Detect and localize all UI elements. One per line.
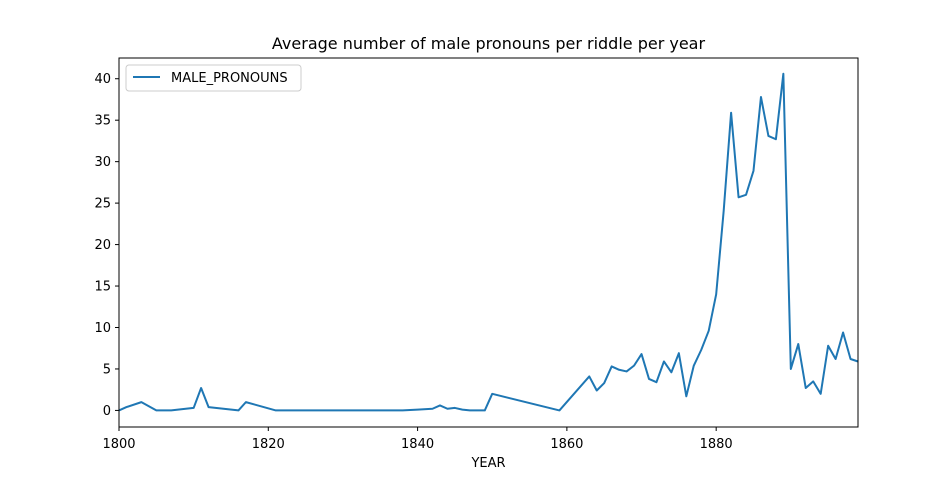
x-tick-label: 1880 xyxy=(700,437,733,452)
legend-box xyxy=(125,64,302,92)
x-tick-label: 1840 xyxy=(401,437,434,452)
y-tick-label: 20 xyxy=(94,238,111,253)
y-tick-label: 5 xyxy=(103,362,111,377)
y-tick-label: 15 xyxy=(94,280,111,295)
y-tick-label: 30 xyxy=(94,155,111,170)
series-layer xyxy=(118,72,859,412)
y-tick-label: 40 xyxy=(94,72,111,87)
plot-area-frame xyxy=(118,57,859,428)
y-tick-label: 35 xyxy=(94,114,111,129)
series-line-male-pronouns xyxy=(118,72,859,412)
legend-label: MALE_PRONOUNS xyxy=(171,71,288,86)
x-axis-label: YEAR xyxy=(470,456,505,471)
chart-title: Average number of male pronouns per ridd… xyxy=(272,34,706,53)
y-axis-ticks: 0 5 10 15 20 25 30 35 40 xyxy=(94,72,119,419)
x-axis-ticks: 1800 1820 1840 1860 1880 xyxy=(102,427,733,452)
y-tick-label: 25 xyxy=(94,197,111,212)
x-tick-label: 1860 xyxy=(550,437,583,452)
y-tick-label: 10 xyxy=(94,321,111,336)
legend: MALE_PRONOUNS xyxy=(125,64,302,92)
x-tick-label: 1820 xyxy=(252,437,285,452)
x-tick-label: 1800 xyxy=(102,437,135,452)
y-tick-label: 0 xyxy=(103,404,111,419)
